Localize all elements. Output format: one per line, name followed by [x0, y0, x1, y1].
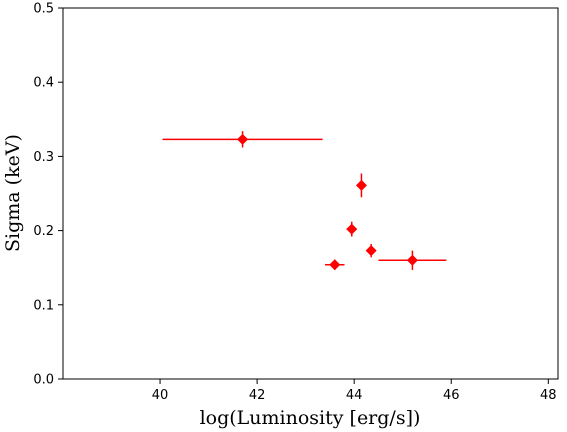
x-tick-label: 46	[443, 388, 460, 403]
data-point-marker	[355, 179, 367, 191]
data-point-marker	[237, 133, 249, 145]
y-tick-label: 0.5	[33, 2, 54, 17]
x-tick-label: 40	[152, 388, 169, 403]
data-point-marker	[406, 254, 418, 266]
data-point-marker	[329, 259, 341, 271]
x-tick-label: 44	[346, 388, 363, 403]
y-tick-label: 0.4	[33, 76, 54, 91]
y-tick-label: 0.1	[33, 298, 54, 313]
data-point-marker	[346, 223, 358, 235]
x-axis-label: log(Luminosity [erg/s])	[200, 407, 421, 429]
x-tick-label: 48	[540, 388, 557, 403]
plot-frame	[62, 7, 559, 380]
data-point-marker	[365, 245, 377, 257]
y-tick-label: 0.3	[33, 150, 54, 165]
y-tick-label: 0.2	[33, 224, 54, 239]
y-tick-label: 0.0	[33, 373, 54, 388]
x-tick-label: 42	[249, 388, 266, 403]
data-markers	[237, 133, 418, 271]
y-axis-label: Sigma (keV)	[2, 134, 24, 252]
axis-ticks: 40 42 44 46 48 0.0 0.1 0.2 0.3 0.4 0.5	[33, 2, 556, 404]
plot-background	[63, 8, 558, 379]
